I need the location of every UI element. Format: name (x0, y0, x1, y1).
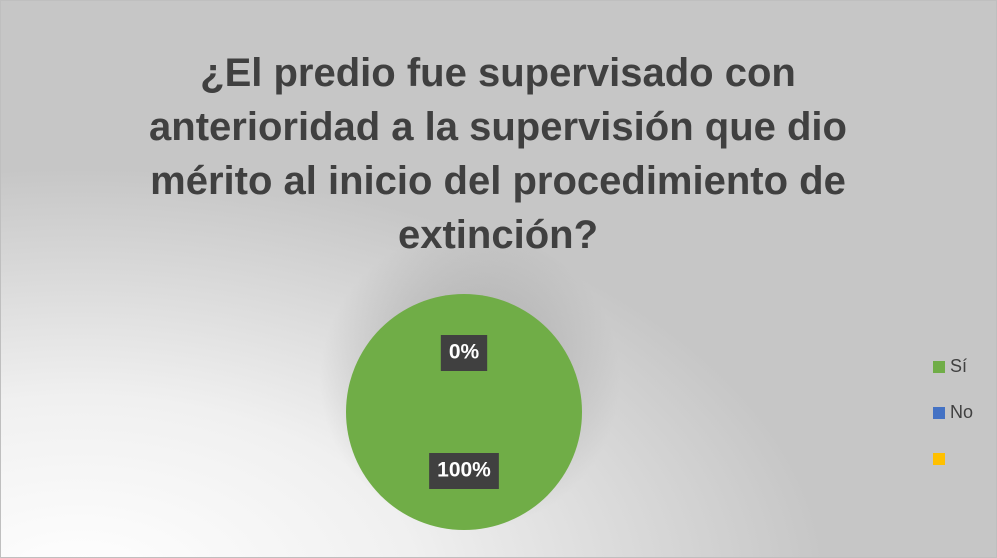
data-label: 100% (429, 453, 499, 489)
legend-label: Sí (950, 356, 967, 376)
legend-label: No (950, 402, 973, 422)
data-label-box (440, 335, 488, 371)
data-label-box (429, 453, 499, 489)
legend-swatch (933, 453, 945, 465)
data-label: 0% (440, 335, 488, 371)
pie-slice (346, 294, 582, 530)
data-label-text: 0% (449, 341, 480, 364)
chart-title: ¿El predio fue supervisado con anteriorid… (149, 51, 847, 257)
data-label-text: 100% (437, 459, 491, 482)
legend-swatch (933, 361, 945, 373)
legend-swatch (933, 407, 945, 419)
